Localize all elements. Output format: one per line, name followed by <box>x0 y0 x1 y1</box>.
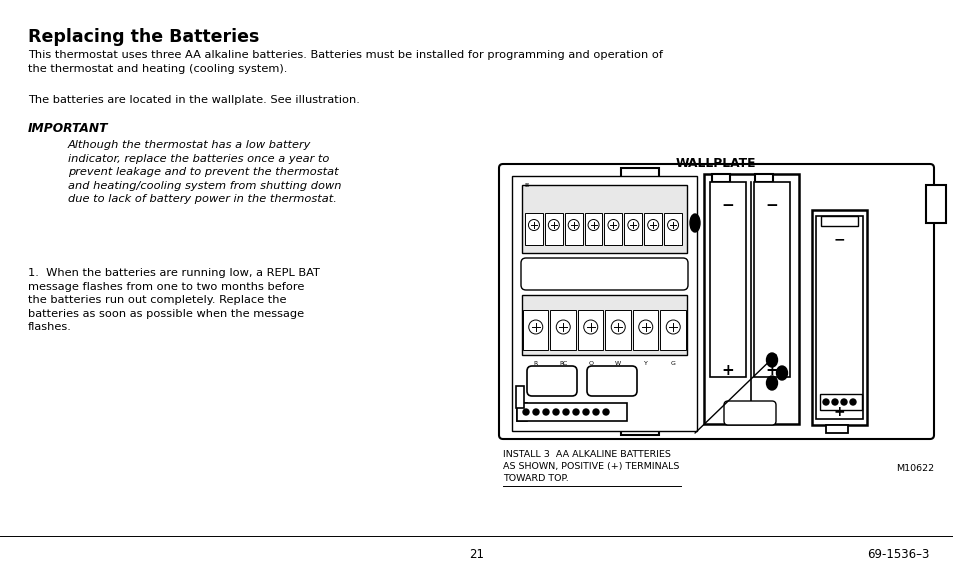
Bar <box>544 213 562 245</box>
Bar <box>524 213 542 245</box>
Ellipse shape <box>776 366 786 380</box>
Bar <box>643 213 661 245</box>
Text: 69-1536–3: 69-1536–3 <box>866 548 929 561</box>
Bar <box>522 310 548 350</box>
FancyBboxPatch shape <box>520 258 687 290</box>
Bar <box>755 174 773 182</box>
Text: 21: 21 <box>469 548 484 561</box>
Bar <box>659 310 685 350</box>
Text: +: + <box>720 363 734 378</box>
Circle shape <box>582 409 588 415</box>
Text: −: − <box>833 232 844 246</box>
Text: G: G <box>670 361 675 366</box>
Text: IMPORTANT: IMPORTANT <box>28 122 109 135</box>
Bar <box>709 182 745 377</box>
Bar <box>517 403 626 421</box>
Bar <box>825 425 847 433</box>
Circle shape <box>553 409 558 415</box>
Circle shape <box>522 409 529 415</box>
Bar <box>623 213 641 245</box>
Bar <box>620 423 659 435</box>
Circle shape <box>665 320 679 334</box>
Circle shape <box>583 320 598 334</box>
Text: RC: RC <box>558 361 567 366</box>
Bar <box>605 310 630 350</box>
Bar <box>820 394 862 410</box>
Circle shape <box>647 220 658 230</box>
Bar <box>550 310 576 350</box>
Circle shape <box>533 409 538 415</box>
Bar <box>821 216 857 226</box>
Text: +: + <box>765 363 778 378</box>
FancyBboxPatch shape <box>723 401 775 425</box>
Text: +: + <box>833 405 844 419</box>
Circle shape <box>528 220 538 230</box>
Text: This thermostat uses three AA alkaline batteries. Batteries must be installed fo: This thermostat uses three AA alkaline b… <box>28 50 662 74</box>
Circle shape <box>562 409 568 415</box>
Bar <box>753 182 789 377</box>
Bar <box>633 310 658 350</box>
Circle shape <box>602 409 608 415</box>
Circle shape <box>639 320 652 334</box>
Circle shape <box>548 220 558 230</box>
Circle shape <box>593 409 598 415</box>
Text: Although the thermostat has a low battery
indicator, replace the batteries once : Although the thermostat has a low batter… <box>68 140 341 204</box>
Text: INSTALL 3  AA ALKALINE BATTERIES: INSTALL 3 AA ALKALINE BATTERIES <box>502 450 670 459</box>
Circle shape <box>841 399 846 405</box>
Text: WALLPLATE: WALLPLATE <box>675 157 756 170</box>
Circle shape <box>849 399 855 405</box>
Bar <box>516 386 523 408</box>
Text: 1.  When the batteries are running low, a REPL BAT
message flashes from one to t: 1. When the batteries are running low, a… <box>28 268 319 332</box>
Ellipse shape <box>765 353 777 367</box>
Text: −: − <box>765 198 778 213</box>
Circle shape <box>822 399 828 405</box>
Circle shape <box>667 220 678 230</box>
Circle shape <box>831 399 837 405</box>
Text: −: − <box>720 198 734 213</box>
Circle shape <box>556 320 570 334</box>
Circle shape <box>542 409 548 415</box>
Bar <box>604 213 621 245</box>
FancyBboxPatch shape <box>586 366 637 396</box>
Bar <box>584 213 602 245</box>
Text: AS SHOWN, POSITIVE (+) TERMINALS: AS SHOWN, POSITIVE (+) TERMINALS <box>502 462 679 471</box>
Text: M10622: M10622 <box>895 464 933 473</box>
Bar <box>512 176 697 431</box>
Bar <box>620 168 659 184</box>
Bar <box>521 185 686 253</box>
Text: Y: Y <box>643 361 647 366</box>
Circle shape <box>611 320 624 334</box>
Bar <box>815 216 862 419</box>
Circle shape <box>568 220 578 230</box>
Bar <box>517 403 526 421</box>
Text: TOWARD TOP.: TOWARD TOP. <box>502 474 568 483</box>
Circle shape <box>627 220 639 230</box>
Bar <box>711 174 729 182</box>
FancyBboxPatch shape <box>498 164 933 439</box>
Ellipse shape <box>689 214 700 232</box>
Bar <box>925 185 945 223</box>
Text: The batteries are located in the wallplate. See illustration.: The batteries are located in the wallpla… <box>28 95 359 105</box>
Bar <box>663 213 681 245</box>
Bar <box>521 295 686 355</box>
Text: W: W <box>615 361 620 366</box>
Bar <box>703 174 799 424</box>
Bar <box>564 213 582 245</box>
Text: Replacing the Batteries: Replacing the Batteries <box>28 28 259 46</box>
Bar <box>811 210 866 425</box>
Bar <box>578 310 603 350</box>
Text: O: O <box>588 361 593 366</box>
Circle shape <box>528 320 542 334</box>
Circle shape <box>573 409 578 415</box>
Circle shape <box>607 220 618 230</box>
Text: R: R <box>533 361 537 366</box>
Circle shape <box>587 220 598 230</box>
Ellipse shape <box>765 376 777 390</box>
FancyBboxPatch shape <box>526 366 577 396</box>
Text: B: B <box>523 183 528 188</box>
